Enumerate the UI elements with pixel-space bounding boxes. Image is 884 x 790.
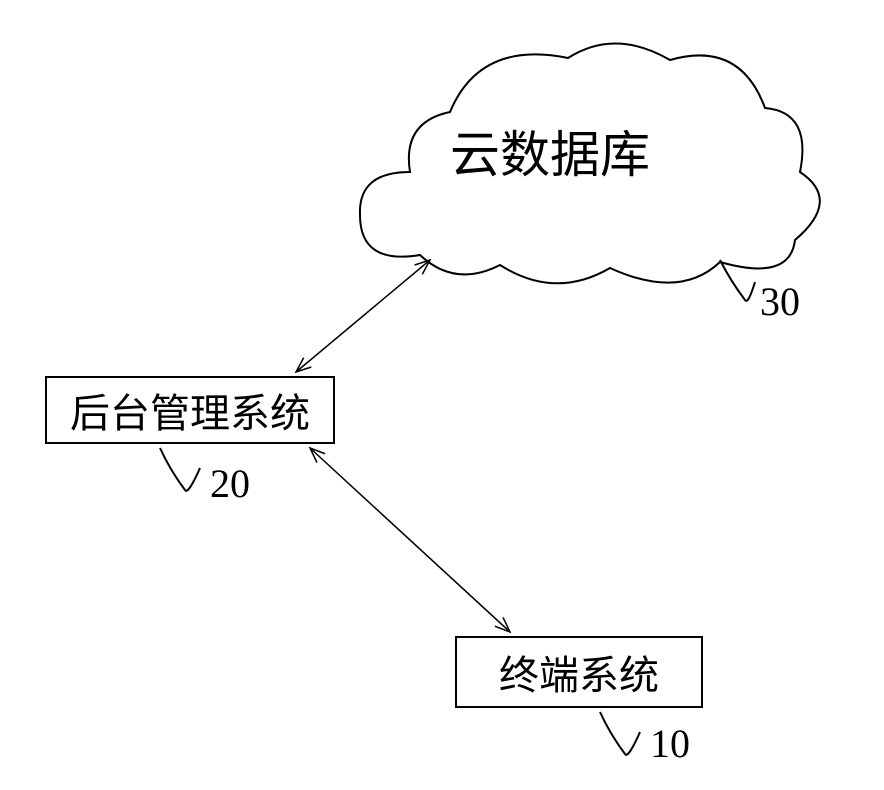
edge-backend-cloud: [296, 260, 430, 372]
edge-backend-terminal: [310, 448, 510, 632]
node-backend-system: 后台管理系统: [45, 376, 335, 444]
leader-30: [720, 260, 755, 301]
terminal-label: 终端系统: [499, 643, 659, 701]
backend-label: 后台管理系统: [70, 381, 310, 439]
diagram-container: 云数据库 后台管理系统 终端系统 30 20 10: [0, 0, 884, 790]
ref-label-10: 10: [650, 720, 690, 767]
leader-20: [160, 448, 200, 491]
leader-10: [600, 712, 640, 755]
ref-label-20: 20: [210, 460, 250, 507]
node-terminal-system: 终端系统: [455, 636, 703, 708]
cloud-label: 云数据库: [450, 115, 650, 187]
ref-label-30: 30: [760, 278, 800, 325]
